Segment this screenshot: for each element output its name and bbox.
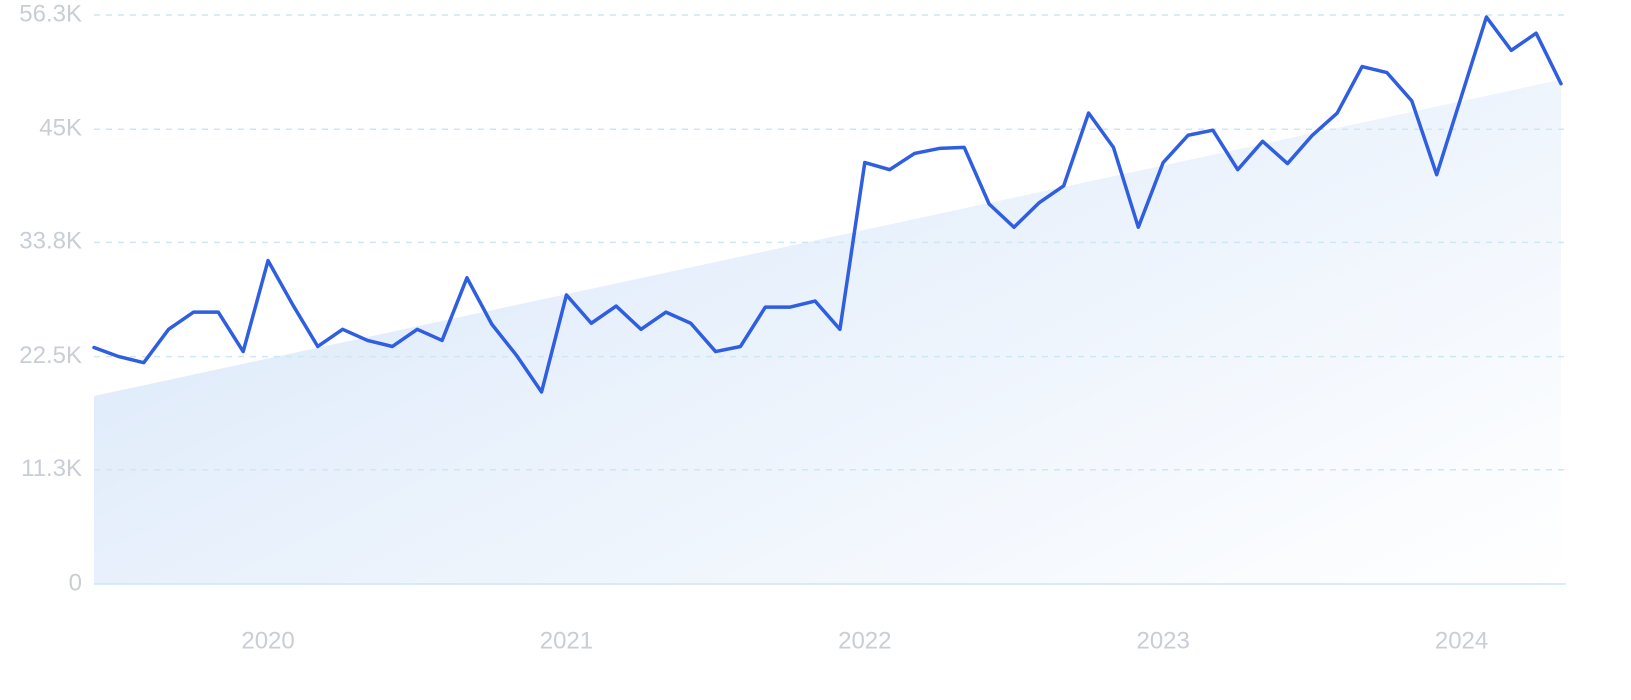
y-tick-label: 45K — [39, 115, 82, 142]
x-tick-label: 2024 — [1435, 627, 1488, 654]
x-tick-label: 2023 — [1136, 627, 1189, 654]
y-tick-label: 0 — [69, 569, 82, 596]
y-tick-label: 33.8K — [19, 228, 82, 255]
trend-area — [94, 79, 1561, 584]
x-tick-label: 2022 — [838, 627, 891, 654]
y-tick-label: 56.3K — [19, 0, 82, 27]
y-tick-label: 11.3K — [21, 455, 82, 482]
x-tick-label: 2020 — [241, 627, 294, 654]
x-tick-label: 2021 — [540, 627, 593, 654]
line — [92, 15, 1563, 394]
y-tick-label: 22.5K — [19, 342, 82, 369]
